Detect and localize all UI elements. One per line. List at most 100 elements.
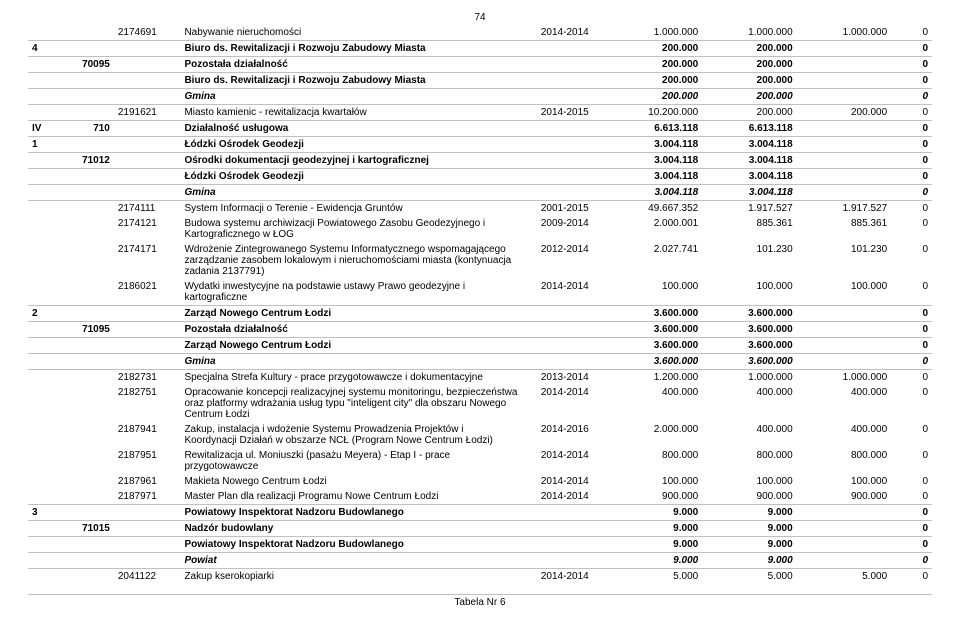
cell-c6: 5.000: [702, 569, 796, 585]
cell-c7: 100.000: [797, 279, 891, 306]
cell-c0: [28, 25, 62, 41]
cell-c5: 3.600.000: [608, 354, 702, 370]
cell-c7: [797, 57, 891, 73]
cell-c3: Powiat: [180, 553, 521, 569]
cell-c7: 5.000: [797, 569, 891, 585]
cell-c8: 0: [891, 370, 932, 386]
cell-c4: [522, 169, 608, 185]
cell-c6: 100.000: [702, 474, 796, 489]
cell-c0: [28, 201, 62, 217]
cell-c7: [797, 354, 891, 370]
cell-c4: 2014-2014: [522, 489, 608, 505]
cell-c6: 3.004.118: [702, 153, 796, 169]
cell-c2: 2187961: [114, 474, 181, 489]
table-row: 2174111System Informacji o Terenie - Ewi…: [28, 201, 932, 217]
table-row: 2187971Master Plan dla realizacji Progra…: [28, 489, 932, 505]
table-row: 2182731Specjalna Strefa Kultury - prace …: [28, 370, 932, 386]
table-row: 2182751Opracowanie koncepcji realizacyjn…: [28, 385, 932, 422]
cell-c8: 0: [891, 169, 932, 185]
cell-c0: [28, 105, 62, 121]
cell-c0: [28, 153, 62, 169]
table-row: 2174171Wdrożenie Zintegrowanego Systemu …: [28, 242, 932, 279]
cell-c2: [114, 185, 181, 201]
cell-c2: [114, 169, 181, 185]
cell-c8: 0: [891, 105, 932, 121]
table-row: 4Biuro ds. Rewitalizacji i Rozwoju Zabud…: [28, 41, 932, 57]
cell-c3: Biuro ds. Rewitalizacji i Rozwoju Zabudo…: [180, 41, 521, 57]
cell-c3: Zakup, instalacja i wdożenie Systemu Pro…: [180, 422, 521, 448]
cell-c1: 71015: [62, 521, 114, 537]
cell-c1: [62, 537, 114, 553]
cell-c0: [28, 448, 62, 474]
cell-c2: [114, 354, 181, 370]
cell-c8: 0: [891, 385, 932, 422]
cell-c2: [114, 121, 181, 137]
cell-c5: 9.000: [608, 521, 702, 537]
cell-c0: [28, 370, 62, 386]
cell-c2: [114, 57, 181, 73]
cell-c0: 3: [28, 505, 62, 521]
cell-c1: [62, 505, 114, 521]
cell-c2: 2182751: [114, 385, 181, 422]
cell-c7: [797, 89, 891, 105]
cell-c4: [522, 89, 608, 105]
cell-c5: 5.000: [608, 569, 702, 585]
cell-c1: [62, 385, 114, 422]
table-row: 70095Pozostała działalność200.000200.000…: [28, 57, 932, 73]
cell-c0: [28, 521, 62, 537]
cell-c3: Ośrodki dokumentacji geodezyjnej i karto…: [180, 153, 521, 169]
cell-c1: [62, 169, 114, 185]
table-row: Zarząd Nowego Centrum Łodzi3.600.0003.60…: [28, 338, 932, 354]
cell-c4: [522, 137, 608, 153]
cell-c3: Zakup kserokopiarki: [180, 569, 521, 585]
cell-c1: [62, 553, 114, 569]
cell-c7: [797, 537, 891, 553]
cell-c8: 0: [891, 354, 932, 370]
cell-c3: Powiatowy Inspektorat Nadzoru Budowlaneg…: [180, 537, 521, 553]
cell-c2: 2186021: [114, 279, 181, 306]
cell-c0: [28, 422, 62, 448]
cell-c5: 3.004.118: [608, 185, 702, 201]
cell-c1: [62, 201, 114, 217]
cell-c1: 71095: [62, 322, 114, 338]
cell-c0: [28, 169, 62, 185]
cell-c8: 0: [891, 153, 932, 169]
cell-c7: [797, 153, 891, 169]
cell-c6: 9.000: [702, 537, 796, 553]
cell-c3: Nabywanie nieruchomości: [180, 25, 521, 41]
cell-c4: [522, 322, 608, 338]
cell-c4: 2014-2015: [522, 105, 608, 121]
cell-c0: IV: [28, 121, 62, 137]
cell-c1: [62, 89, 114, 105]
cell-c6: 9.000: [702, 521, 796, 537]
cell-c7: [797, 322, 891, 338]
cell-c7: 885.361: [797, 216, 891, 242]
cell-c6: 200.000: [702, 57, 796, 73]
cell-c2: 2187971: [114, 489, 181, 505]
cell-c4: 2014-2014: [522, 279, 608, 306]
table-row: 3 Powiatowy Inspektorat Nadzoru Budowlane…: [28, 505, 932, 521]
cell-c5: 3.004.118: [608, 169, 702, 185]
cell-c6: 1.917.527: [702, 201, 796, 217]
cell-c5: 200.000: [608, 41, 702, 57]
cell-c1: [62, 489, 114, 505]
cell-c3: Makieta Nowego Centrum Łodzi: [180, 474, 521, 489]
cell-c7: [797, 169, 891, 185]
table-row: 2041122Zakup kserokopiarki2014-20145.000…: [28, 569, 932, 585]
cell-c5: 3.004.118: [608, 153, 702, 169]
cell-c2: [114, 73, 181, 89]
cell-c1: 710: [62, 121, 114, 137]
cell-c1: [62, 422, 114, 448]
table-row: Biuro ds. Rewitalizacji i Rozwoju Zabudo…: [28, 73, 932, 89]
cell-c8: 0: [891, 41, 932, 57]
table-row: 2187951Rewitalizacja ul. Moniuszki (pasa…: [28, 448, 932, 474]
cell-c4: [522, 57, 608, 73]
table-row: 2174691Nabywanie nieruchomości2014-20141…: [28, 25, 932, 41]
cell-c2: [114, 41, 181, 57]
cell-c2: [114, 537, 181, 553]
cell-c3: Powiatowy Inspektorat Nadzoru Budowlaneg…: [180, 505, 521, 521]
cell-c8: 0: [891, 73, 932, 89]
cell-c5: 900.000: [608, 489, 702, 505]
cell-c6: 3.600.000: [702, 354, 796, 370]
cell-c8: 0: [891, 242, 932, 279]
